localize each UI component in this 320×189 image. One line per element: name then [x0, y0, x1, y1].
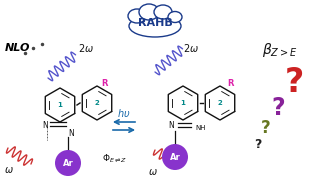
- Ellipse shape: [168, 12, 182, 22]
- Text: 1: 1: [58, 102, 62, 108]
- Text: $\beta_{Z>E}$: $\beta_{Z>E}$: [262, 41, 298, 59]
- Text: 2: 2: [95, 100, 100, 106]
- Ellipse shape: [129, 15, 181, 37]
- Text: 2$\omega$: 2$\omega$: [183, 42, 199, 54]
- Text: $h\upsilon$: $h\upsilon$: [117, 107, 131, 119]
- Text: R: R: [227, 78, 233, 88]
- Text: 2: 2: [218, 100, 222, 106]
- Ellipse shape: [128, 9, 146, 23]
- Circle shape: [162, 144, 188, 170]
- Text: Ar: Ar: [170, 153, 180, 161]
- Ellipse shape: [139, 4, 159, 20]
- Ellipse shape: [154, 5, 172, 19]
- Text: $\omega$: $\omega$: [4, 165, 14, 175]
- Text: N: N: [168, 122, 174, 130]
- Text: 2$\omega$: 2$\omega$: [78, 42, 94, 54]
- Text: Ar: Ar: [63, 159, 73, 167]
- Circle shape: [55, 150, 81, 176]
- Text: R: R: [102, 78, 108, 88]
- Text: ?: ?: [261, 119, 271, 137]
- Text: $\omega$: $\omega$: [148, 167, 158, 177]
- Text: N: N: [68, 129, 74, 138]
- Text: N: N: [42, 121, 48, 129]
- Text: NH: NH: [195, 125, 205, 131]
- Text: ?: ?: [254, 139, 262, 152]
- Text: ?: ?: [284, 66, 304, 98]
- Text: NLO: NLO: [5, 43, 30, 53]
- Text: ?: ?: [271, 96, 285, 120]
- Text: 1: 1: [180, 100, 185, 106]
- Text: RAHB: RAHB: [138, 18, 172, 28]
- Text: $\Phi_{E\rightleftharpoons Z}$: $\Phi_{E\rightleftharpoons Z}$: [102, 152, 128, 164]
